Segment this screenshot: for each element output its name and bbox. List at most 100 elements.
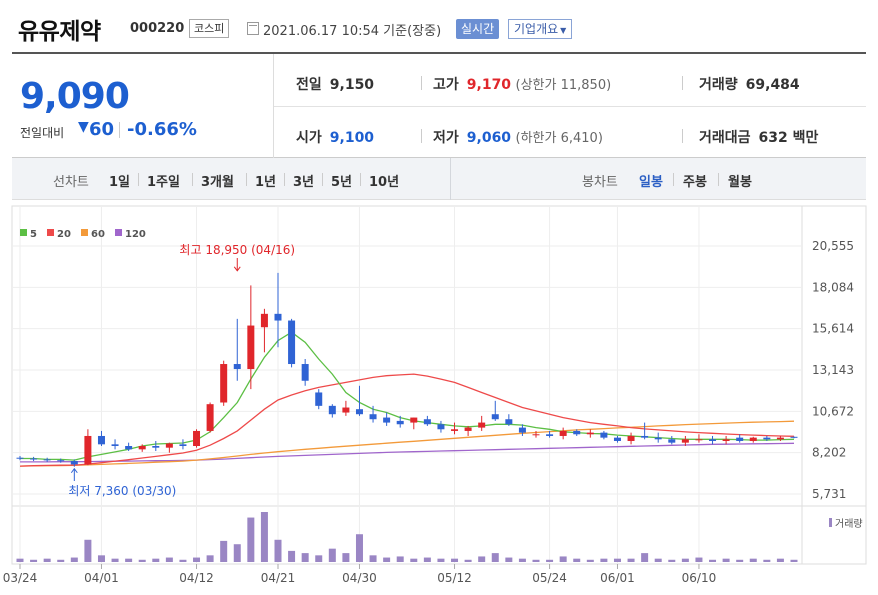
volume-bar [695,557,703,562]
low-value: 9,060 [466,130,512,146]
candle-body [152,446,160,448]
volume-value: 69,484 [745,77,800,93]
x-tick-label: 06/10 [682,571,717,585]
monthly-candle-button[interactable]: 월봉 [728,175,752,190]
candle-body [30,458,38,460]
company-overview-button[interactable]: 기업개요 ▼ [508,19,573,39]
low-cell: 저가 9,060 (하한가 6,410) [433,127,603,147]
volume-legend-swatch [829,518,832,527]
high-label: 고가 [433,77,459,93]
candle-body [613,437,621,441]
volume-bar [165,557,173,562]
dropdown-arrow-icon: ▼ [560,26,567,35]
candle-body [342,407,350,413]
candle-body [138,446,146,450]
candle-body [641,435,649,438]
volume-bar [260,512,268,562]
period-3y-button[interactable]: 3년 [293,175,315,190]
divider [682,76,683,90]
period-10y-button[interactable]: 10년 [369,175,400,190]
current-price: 9,090 [20,76,130,117]
realtime-button[interactable]: 실시간 [456,19,500,39]
x-tick-label: 06/01 [600,571,635,585]
divider [119,122,120,138]
ma120-line [20,442,795,463]
volume-bar [546,559,554,562]
volume-bar [518,558,526,562]
candle-body [532,434,540,436]
weekly-candle-button[interactable]: 주봉 [683,175,707,190]
volume-frame [11,505,867,565]
candle-body [586,432,594,435]
daily-candle-button[interactable]: 일봉 [639,175,663,190]
divider [421,76,422,90]
volume-bar [613,558,621,562]
legend-swatch [115,229,122,236]
volume-bar [722,558,730,562]
volume-bar [315,555,323,562]
amount-label: 거래대금 [699,130,751,146]
candle-body [763,437,771,440]
high-value: 9,170 [466,77,512,93]
candle-body [274,313,282,321]
candle-body [396,420,404,425]
candle-chart-label: 봉차트 [582,175,618,190]
candle-body [233,364,241,370]
candle-body [600,432,608,438]
legend-label: 120 [125,229,146,240]
candle-body [695,439,703,441]
candle-body [627,435,635,441]
volume-bar [97,555,105,562]
volume-bar [193,557,201,562]
volume-bar [247,517,255,562]
stock-name: 유유제약 [18,19,101,45]
period-1d-button[interactable]: 1일 [109,175,131,190]
volume-bar [206,555,214,562]
candle-body [722,439,730,441]
period-1w-button[interactable]: 1주일 [147,175,180,190]
volume-bar [437,558,445,562]
volume-bar [125,558,133,562]
divider [138,173,139,186]
volume-bar [396,556,404,562]
divider [274,106,866,107]
down-arrow-icon: ▼ [78,119,89,135]
quote-datetime: 2021.06.17 10:54 기준(장중) [263,24,442,39]
candle-body [709,439,717,441]
period-3m-button[interactable]: 3개월 [201,175,234,190]
volume-bar [573,558,581,562]
volume-bar [491,553,499,562]
period-1y-button[interactable]: 1년 [255,175,277,190]
open-cell: 시가 9,100 [296,127,374,147]
prev-close-label: 전일 [296,77,322,93]
volume-bar [84,539,92,562]
period-5y-button[interactable]: 5년 [331,175,353,190]
volume-bar [220,540,228,562]
candle-body [573,430,581,435]
upper-limit: (상한가 11,850) [515,78,612,93]
candle-body [423,419,431,425]
y-tick-label: 13,143 [812,363,854,377]
lower-limit: (하한가 6,410) [515,131,603,146]
volume-bar [586,559,594,562]
candle-body [654,437,662,440]
volume-label: 거래량 [699,77,738,93]
volume-bar [709,559,717,562]
candle-body [410,417,418,423]
change-value: 60 [89,119,115,140]
calendar-icon [247,22,259,35]
volume-bar [383,557,391,562]
candle-body [464,427,472,431]
divider [246,173,247,186]
volume-bar [423,557,431,562]
legend-label: 60 [91,229,105,240]
ma60-line [19,420,795,467]
market-badge: 코스피 [189,19,230,38]
volume-bar [736,559,744,562]
candle-body [437,424,445,430]
ma20-line [19,373,795,467]
volume-bar [790,559,798,562]
volume-bar [749,558,757,562]
candle-body [681,439,689,443]
candle-body [206,404,214,431]
